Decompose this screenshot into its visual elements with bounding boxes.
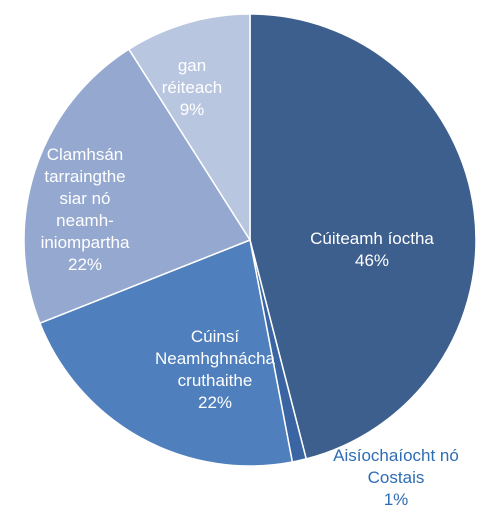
pie-slice — [23, 48, 252, 325]
category-label: Aisíochaíocht nó Costais — [333, 446, 459, 487]
slice-label: gan réiteach 9% — [157, 55, 227, 121]
category-label: Cúinsí Neamhghnácha cruthaithe — [154, 327, 276, 390]
slice-label: Clamhsán tarraingthe siar nó neamh-iniom… — [37, 144, 133, 276]
slice-label: Cúinsí Neamhghnácha cruthaithe 22% — [150, 326, 280, 414]
slice-label: Aisíochaíocht nó Costais 1% — [321, 445, 471, 511]
category-label: gan réiteach — [161, 56, 223, 97]
value-label: 9% — [179, 100, 205, 119]
category-label: Clamhsán tarraingthe siar nó neamh-iniom… — [40, 145, 130, 252]
pie-slice — [249, 13, 477, 460]
value-label: 22% — [197, 393, 233, 412]
value-label: 1% — [383, 490, 409, 509]
pie-slice — [127, 13, 251, 243]
value-label: 22% — [67, 255, 103, 274]
pie-slice — [38, 238, 294, 467]
category-label: Cúiteamh íoctha — [310, 229, 434, 248]
slice-label: Cúiteamh íoctha 46% — [277, 228, 467, 272]
value-label: 46% — [354, 251, 390, 270]
